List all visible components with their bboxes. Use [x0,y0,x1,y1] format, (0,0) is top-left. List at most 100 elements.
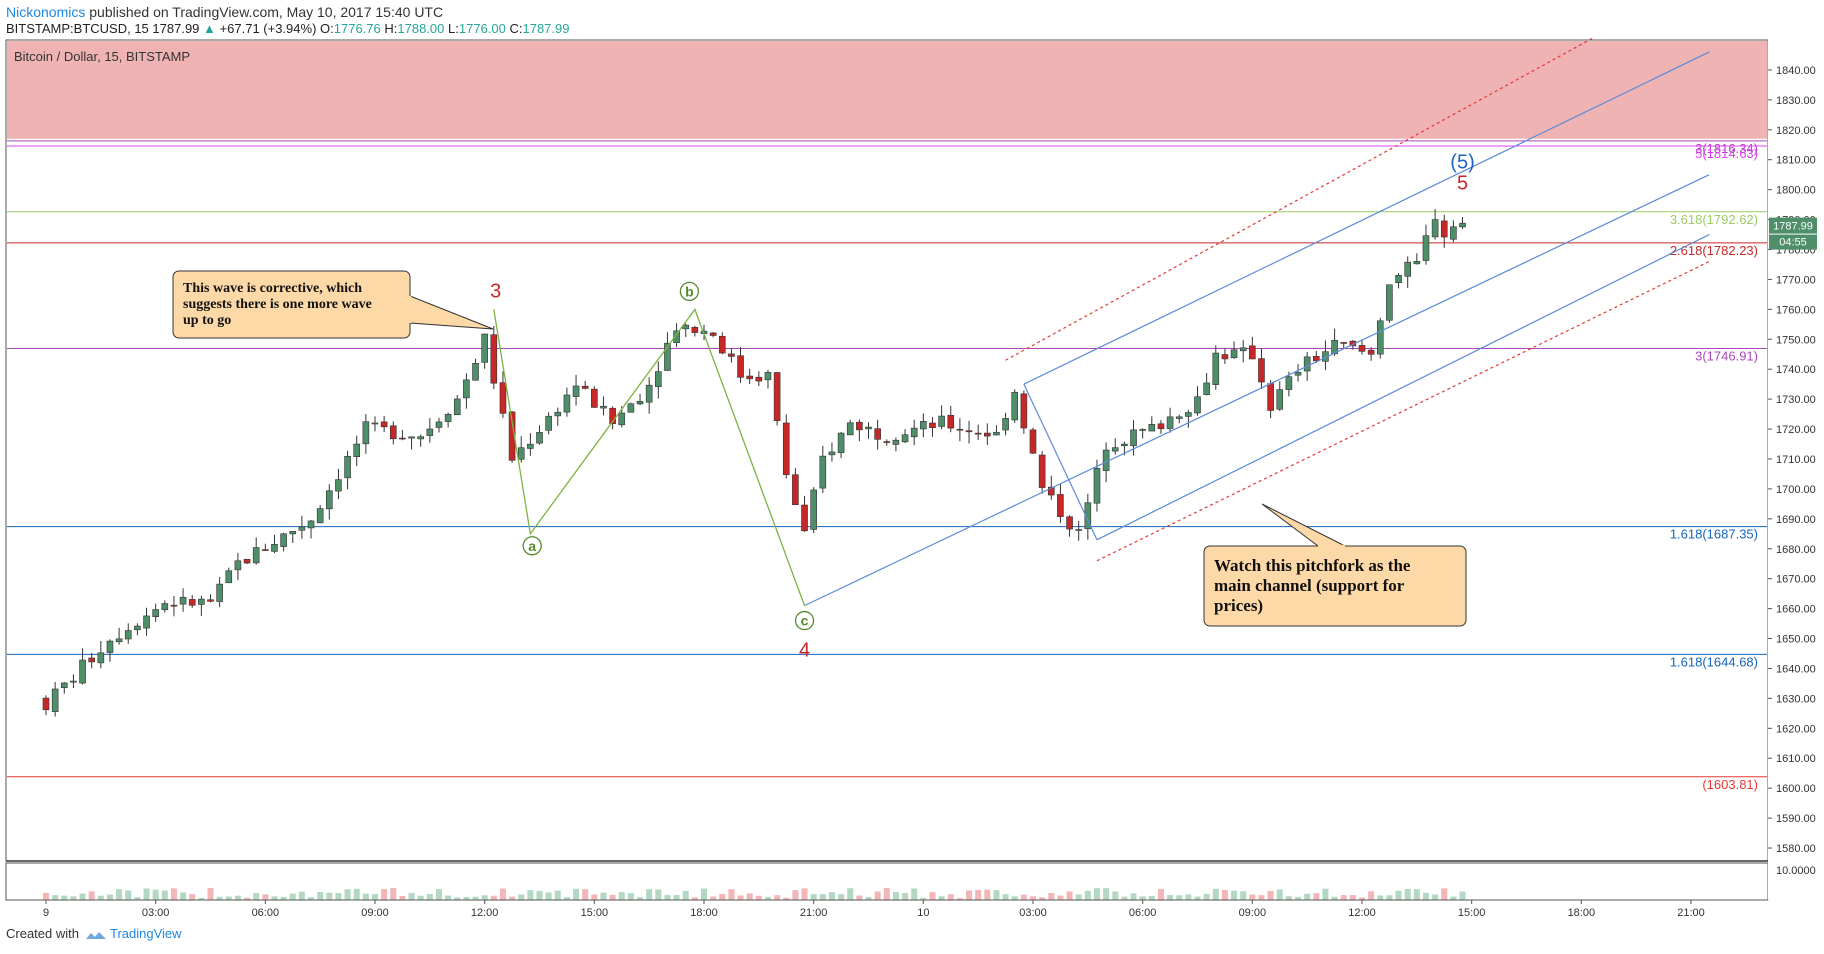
volume-bar [984,889,991,900]
volume-bar [892,891,899,900]
volume-bar [1112,891,1119,900]
wave-label-circle [522,536,542,556]
volume-bar [499,888,506,900]
price-tick-label: 1730.00 [1776,394,1816,406]
volume-bar [1231,890,1238,900]
volume-bar [1413,889,1420,900]
candle-down [380,421,388,428]
volume-bar [682,890,689,900]
wave-label-circle [794,610,815,631]
candle-up [1194,396,1201,414]
volume-bar [61,895,68,900]
candle-down [737,355,744,378]
volume-bar [1194,896,1201,900]
volume-bar [43,892,49,900]
volume-bar [655,889,662,900]
candle-up [79,659,86,684]
volume-bar [1176,895,1183,900]
candle-up [1431,219,1439,238]
volume-bar [1295,897,1302,900]
volume-bar [746,893,753,900]
candle-up [536,432,543,444]
candle-up [115,638,123,643]
volume-bar [445,895,452,900]
volume-bar [856,895,863,900]
open-label: O: [320,21,334,36]
candle-down [929,422,936,428]
candle-down [965,430,973,433]
candle-up [828,451,836,456]
candle-up [1294,372,1302,376]
last-price-badge [1769,217,1817,234]
candle-down [262,549,269,551]
volume-bar [408,892,415,900]
volume-bar [308,897,315,900]
time-tick-label: 21:00 [800,907,828,918]
volume-bar [993,890,1000,900]
volume-bar [463,896,470,900]
candle-down [874,428,881,440]
volume-bar [207,888,214,900]
low-value: 1776.00 [458,21,506,36]
close-value: 1787.99 [522,21,570,36]
candle-up [134,625,141,631]
volume-bar [1221,889,1228,900]
volume-bar [966,890,973,900]
volume-bar [326,892,333,900]
author-link[interactable]: Nickonomics [6,4,86,20]
callout-text: Watch this pitchfork as the main channel … [1214,556,1411,615]
volume-bar [573,888,580,900]
candle-down [389,425,397,440]
candle-down [1221,354,1229,360]
candle-up [673,330,680,343]
price-chart[interactable]: Bitcoin / Dollar, 15, BITSTAMP 3(1816.34… [0,38,1824,918]
volume-bar [399,895,406,900]
volume-bar [1276,889,1283,900]
time-tick-label: 10 [917,907,929,918]
volume-bar [1322,888,1329,900]
volume-bar [381,889,388,900]
volume-bar [755,895,762,900]
candle-up [993,431,1000,436]
price-tick-label: 1700.00 [1776,484,1816,496]
volume-bar [481,895,488,900]
callout-line: This wave is corrective, which [183,281,362,296]
high-label: H: [384,21,398,36]
volume-bar [710,896,717,900]
candle-down [1249,345,1256,360]
candle-up [618,412,626,426]
wave-abc-path [493,307,806,606]
volume-bar [728,889,735,900]
volume-bar [1340,895,1347,900]
volume-bar [719,893,726,900]
volume-bar [472,896,479,900]
candle-down [801,504,808,532]
price-tick-label: 1840.00 [1776,65,1816,77]
candle-up [846,422,854,436]
candle-up [664,342,671,371]
price-tick-label: 1590.00 [1776,813,1816,825]
candle-down [956,428,964,431]
candle-up [1185,412,1192,417]
volume-bar [125,890,132,900]
volume-bar [1121,896,1128,900]
fib-level-label: 3(1746.91) [1695,349,1758,364]
volume-bar [143,888,150,900]
time-tick-label: 09:00 [1239,907,1267,918]
candle-up [335,479,342,492]
wave-label-circle [679,281,700,302]
candle-up [600,405,607,409]
volume-bar [591,894,598,900]
candle-down [88,657,95,663]
volume-bar [298,891,305,900]
volume-bar [1441,888,1448,900]
candle-up [161,603,169,611]
price-tick-label: 1760.00 [1776,304,1816,316]
candle-up [1111,447,1119,452]
candle-up [344,456,351,479]
callout-line: Watch this pitchfork as the [1214,556,1411,575]
candle-down [792,474,799,506]
volume-bar [1368,891,1375,900]
price-tick-label: 1650.00 [1776,634,1816,646]
tradingview-link[interactable]: TradingView [109,926,182,941]
